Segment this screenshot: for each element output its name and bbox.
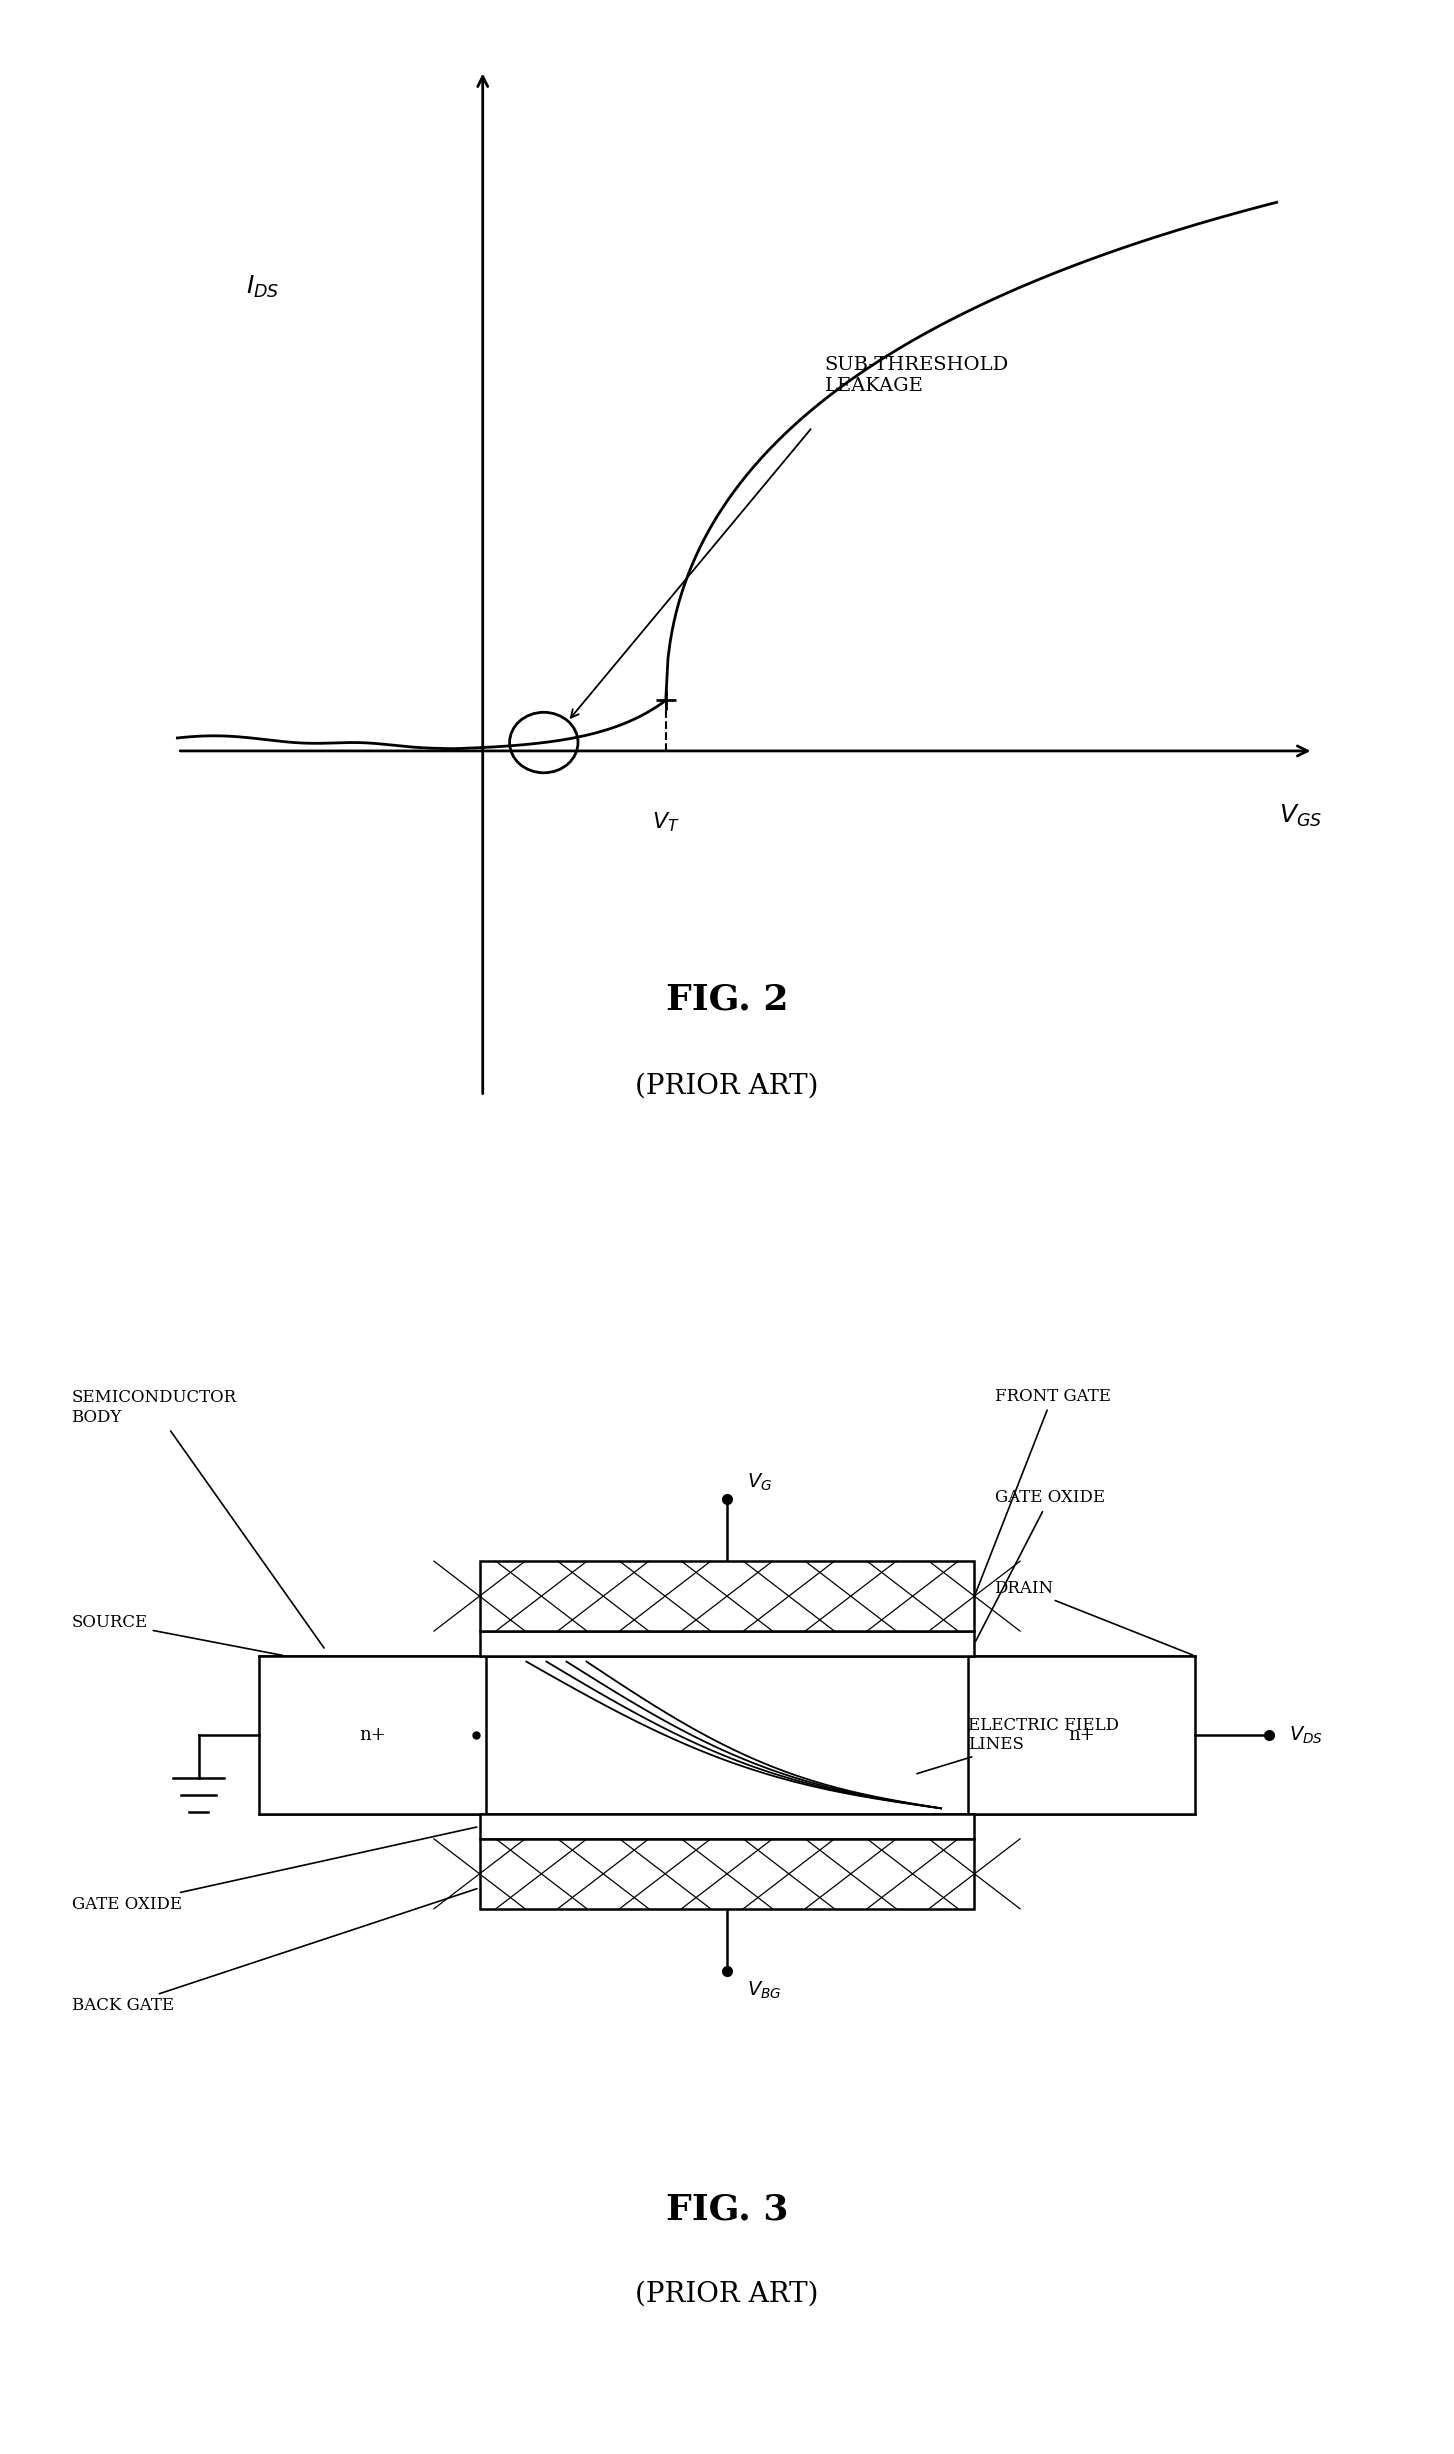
- Text: FIG. 3: FIG. 3: [666, 2191, 788, 2226]
- Text: $V_T$: $V_T$: [651, 810, 680, 834]
- Text: n+: n+: [1069, 1725, 1095, 1745]
- Text: SOURCE: SOURCE: [71, 1615, 284, 1656]
- Bar: [480, 1561, 974, 1632]
- Text: GATE OXIDE: GATE OXIDE: [976, 1490, 1105, 1642]
- Text: (PRIOR ART): (PRIOR ART): [635, 2280, 819, 2307]
- Text: SEMICONDUCTOR
BODY: SEMICONDUCTOR BODY: [71, 1389, 324, 1649]
- Text: $V_G$: $V_G$: [747, 1472, 772, 1494]
- Text: $I_{DS}$: $I_{DS}$: [246, 272, 279, 299]
- Bar: [968, 1656, 1195, 1814]
- Bar: [480, 1838, 974, 1909]
- Text: $V_{GS}$: $V_{GS}$: [1280, 802, 1323, 829]
- Text: SUB-THRESHOLD
LEAKAGE: SUB-THRESHOLD LEAKAGE: [824, 356, 1009, 395]
- Bar: [480, 1632, 974, 1656]
- Text: FRONT GATE: FRONT GATE: [976, 1389, 1111, 1593]
- Text: (PRIOR ART): (PRIOR ART): [635, 1072, 819, 1099]
- Text: $V_{DS}$: $V_{DS}$: [1288, 1725, 1323, 1745]
- Bar: [259, 1656, 486, 1814]
- Text: GATE OXIDE: GATE OXIDE: [71, 1828, 477, 1912]
- Bar: [480, 1814, 974, 1838]
- Text: BACK GATE: BACK GATE: [71, 1890, 477, 2015]
- Text: n+: n+: [359, 1725, 385, 1745]
- Text: ELECTRIC FIELD
LINES: ELECTRIC FIELD LINES: [917, 1718, 1118, 1774]
- Text: FIG. 2: FIG. 2: [666, 982, 788, 1016]
- Text: $V_{BG}$: $V_{BG}$: [747, 1980, 782, 2000]
- Text: DRAIN: DRAIN: [995, 1580, 1192, 1654]
